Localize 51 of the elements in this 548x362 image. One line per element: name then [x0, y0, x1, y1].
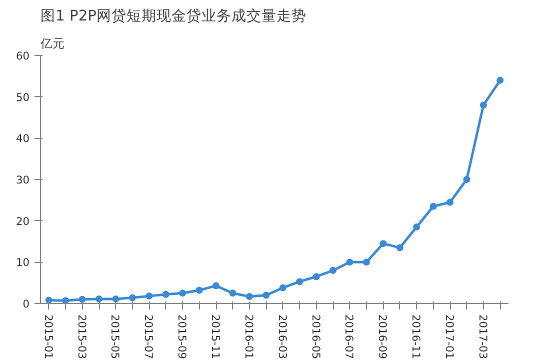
- point: [296, 278, 304, 286]
- point: [413, 224, 420, 231]
- x-tick-label: 2015-07: [142, 314, 156, 360]
- x-tick-label: 2017-01: [443, 314, 456, 360]
- point: [96, 295, 102, 302]
- point: [179, 290, 186, 297]
- point: [162, 290, 170, 298]
- y-tick-label: 10: [16, 256, 30, 270]
- point: [362, 258, 370, 266]
- y-tick-label: 60: [16, 50, 30, 62]
- point: [196, 286, 203, 294]
- x-tick-label: 2016-03: [276, 314, 289, 360]
- y-tick-label: 0: [22, 298, 30, 310]
- x-tick-label: 2016-09: [376, 314, 390, 360]
- point: [396, 244, 404, 252]
- x-tick-label: 2015-09: [176, 314, 189, 360]
- y-tick-label: 30: [16, 174, 30, 186]
- point: [346, 258, 354, 266]
- point: [146, 292, 153, 300]
- x-tick-label: 2016-11: [410, 314, 423, 360]
- y-tick-label: 40: [16, 132, 30, 146]
- x-tick-label: 2016-05: [309, 314, 322, 360]
- point: [212, 282, 220, 290]
- point: [446, 198, 454, 206]
- point: [312, 273, 320, 280]
- point: [45, 296, 52, 304]
- x-tick-label: 2017-03: [476, 314, 490, 360]
- chart-title: 图1 P2P网贷短期现金贷业务成交量走势: [40, 8, 306, 24]
- x-tick-label: 2016-07: [342, 314, 356, 360]
- point: [380, 240, 387, 248]
- point: [463, 176, 470, 183]
- x-tick-label: 2015-01: [42, 314, 55, 360]
- y-tick-label: 20: [16, 214, 30, 228]
- x-tick-label: 2015-11: [209, 314, 222, 360]
- y-tick-label: 50: [16, 90, 30, 104]
- point: [78, 296, 86, 303]
- point: [112, 295, 120, 302]
- point: [246, 292, 253, 300]
- x-tick-label: 2015-05: [108, 314, 122, 360]
- point: [262, 292, 270, 299]
- x-tick-label: 2015-03: [75, 314, 88, 360]
- point: [229, 290, 236, 297]
- point: [330, 266, 336, 274]
- point: [62, 297, 70, 304]
- x-tick-label: 2016-01: [242, 314, 256, 360]
- point: [128, 294, 136, 302]
- point: [480, 102, 487, 109]
- point: [279, 284, 286, 292]
- point: [496, 76, 504, 84]
- y-axis-title: 亿元: [40, 36, 64, 50]
- point: [430, 202, 437, 210]
